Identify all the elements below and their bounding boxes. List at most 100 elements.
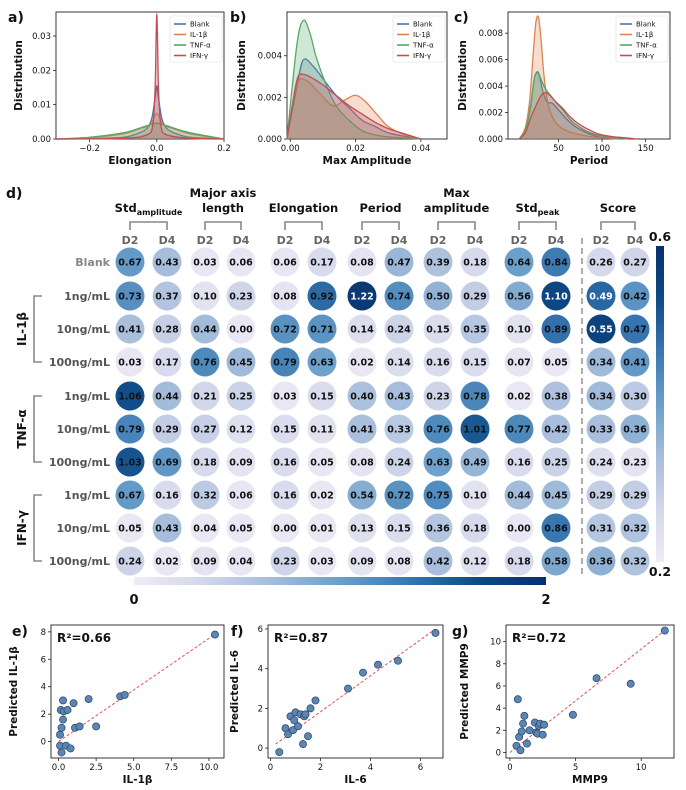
panel-label: g)	[452, 624, 468, 640]
scatter-point	[519, 719, 528, 728]
heatmap-cell-value: 0.36	[623, 425, 647, 436]
y-tick-label: 0.03	[32, 32, 51, 42]
scatter-point	[294, 722, 302, 731]
y-tick-label: 10	[490, 638, 501, 648]
heatmap-cell-circle	[541, 447, 571, 477]
heatmap-cell-circle	[190, 546, 220, 576]
heatmap-cell-circle	[620, 247, 650, 277]
metric-bracket	[437, 221, 476, 230]
row-label: 1ng/mL	[64, 489, 110, 502]
panel-label: a)	[8, 10, 24, 26]
y-tick-label: 8	[41, 628, 46, 638]
heatmap-cell-value: 0.43	[387, 392, 410, 403]
heatmap-cell-circle	[384, 546, 414, 576]
y-axis-label: Predicted IL-1β	[8, 646, 20, 737]
r-squared-annotation: R²=0.66	[57, 631, 111, 645]
panel-label: c)	[454, 10, 469, 26]
heatmap-cell-value: 0.41	[623, 358, 646, 369]
heatmap-cell-value: 0.15	[426, 325, 449, 336]
y-tick-label: 8	[496, 660, 501, 670]
metric-bracket	[361, 221, 400, 230]
heatmap-cell-circle	[504, 546, 534, 576]
metric-header-subscript: peak	[538, 208, 561, 217]
heatmap-cell-value: 0.35	[463, 325, 486, 336]
scatter-point	[301, 710, 310, 719]
heatmap-cell-circle	[384, 480, 414, 510]
scatter-point	[344, 684, 352, 693]
heatmap-cell-circle	[115, 247, 145, 277]
heatmap-cell-circle	[190, 414, 220, 444]
panel-b-group: 0.00 0.02 0.04 0.000 0.002 0.004 Max Amplitude…	[230, 10, 448, 167]
axes-frame	[267, 624, 444, 759]
metric-bracket	[518, 221, 557, 230]
heatmap-cell-value: 0.55	[589, 325, 612, 336]
heatmap-cell-circle	[115, 447, 145, 477]
heatmap-cell-circle	[423, 347, 453, 377]
heatmap-cell-value: 0.40	[350, 392, 374, 403]
density-area-IL-1β	[519, 16, 620, 139]
heatmap-cell-value: 0.28	[155, 325, 179, 336]
panel-e-group: 0.0 2.5 5.0 7.5 10.0 0 2 4 6 8 IL-1β Predicted IL-1…	[8, 624, 225, 786]
heatmap-cell-value: 0.69	[155, 458, 178, 469]
heatmap-cell-circle	[152, 314, 182, 344]
day-label: D4	[627, 234, 644, 247]
day-label: D2	[122, 234, 139, 247]
heatmap-cell-value: 1.01	[463, 425, 486, 436]
heatmap-cell-circle	[620, 513, 650, 543]
panel-label: d)	[6, 186, 22, 202]
x-tick-label: 0	[507, 763, 512, 773]
heatmap-cell-value: 0.30	[623, 392, 647, 403]
legend-label: IFN-γ	[636, 52, 654, 60]
legend-label: IFN-γ	[190, 52, 208, 60]
heatmap-cell-value: 0.16	[273, 491, 297, 502]
heatmap-cell-circle	[541, 314, 571, 344]
scatter-point	[311, 696, 320, 705]
density-area-IFN-γ	[519, 92, 637, 139]
heatmap-cell-circle	[620, 347, 650, 377]
row-label: 10ng/mL	[56, 423, 110, 436]
metric-header-line2: amplitude	[424, 201, 490, 215]
heatmap-cell-value: 0.16	[507, 458, 531, 469]
day-label: D4	[391, 234, 408, 247]
axes-frame	[507, 11, 671, 140]
heatmap-cell-value: 0.06	[229, 491, 253, 502]
heatmap-cell-value: 0.33	[589, 425, 612, 436]
heatmap-cell-circle	[541, 414, 571, 444]
x-tick-label: 10.0	[199, 763, 218, 773]
y-axis-label: Distribution	[236, 40, 248, 111]
density-area-IFN-γ	[287, 73, 421, 139]
heatmap-cell-value: 0.63	[310, 358, 333, 369]
heatmap-cell-value: 0.04	[193, 524, 217, 535]
heatmap-cell-value: 0.34	[589, 358, 613, 369]
density-line-Blank	[55, 85, 225, 140]
row-label: Blank	[75, 256, 110, 269]
y-tick-label: 4	[41, 683, 46, 693]
heatmap-cell-value: 0.17	[155, 358, 178, 369]
heatmap-cell-circle	[620, 314, 650, 344]
fit-line	[58, 632, 217, 742]
heatmap-cell-value: 0.71	[310, 325, 333, 336]
heatmap-cell-value: 0.27	[623, 258, 646, 269]
heatmap-cell-circle	[586, 546, 616, 576]
heatmap-cell-circle	[226, 546, 256, 576]
legend-box	[392, 15, 446, 63]
y-tick-label: 0	[496, 748, 501, 758]
heatmap-cell-value: 0.02	[507, 392, 530, 403]
heatmap-cell-circle	[190, 281, 220, 311]
y-axis-label: Distribution	[13, 40, 25, 111]
heatmap-cell-value: 0.47	[623, 325, 646, 336]
heatmap-cell-circle	[152, 414, 182, 444]
legend-label: IFN-γ	[413, 52, 431, 60]
heatmap-cell-value: 0.23	[229, 292, 252, 303]
heatmap-cell-circle	[270, 247, 300, 277]
heatmap-cell-value: 0.13	[350, 524, 373, 535]
heatmap-cell-value: 0.25	[544, 458, 567, 469]
y-tick-label: 0.002	[258, 93, 282, 103]
r-squared-annotation: R²=0.87	[274, 631, 328, 645]
heatmap-cell-value: 0.50	[426, 292, 450, 303]
heatmap-cell-circle	[115, 314, 145, 344]
heatmap-cell-circle	[347, 314, 377, 344]
heatmap-cell-circle	[190, 381, 220, 411]
heatmap-cell-circle	[504, 480, 534, 510]
heatmap-cell-value: 0.32	[623, 557, 646, 568]
